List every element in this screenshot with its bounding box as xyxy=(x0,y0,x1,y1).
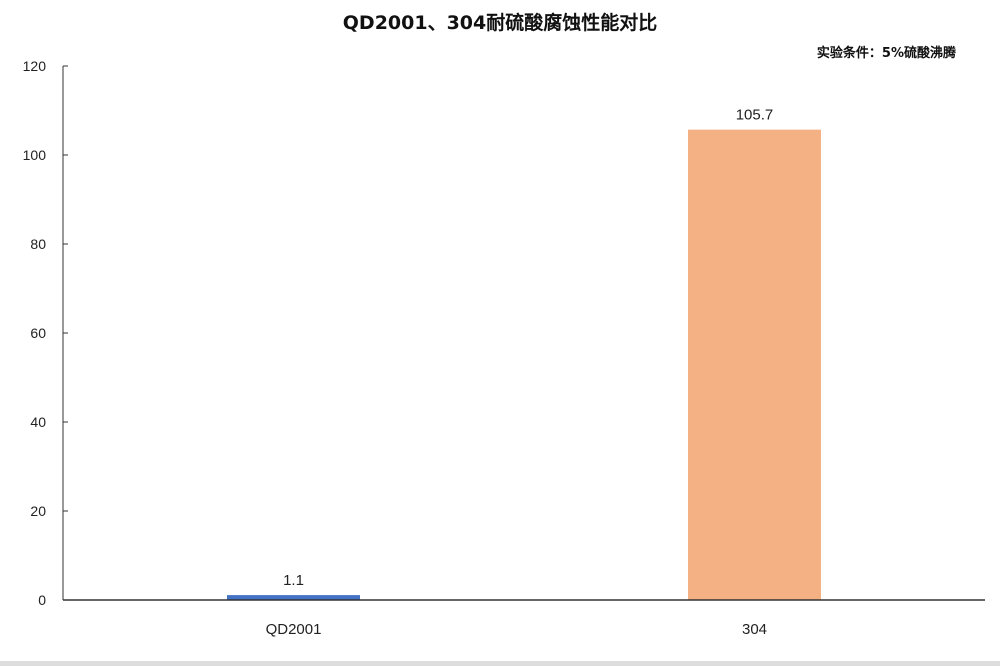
y-tick-label: 80 xyxy=(30,236,46,252)
x-tick-label: QD2001 xyxy=(266,621,322,638)
y-tick-label: 120 xyxy=(23,58,47,74)
y-tick-label: 0 xyxy=(38,592,46,608)
data-label: 105.7 xyxy=(736,107,774,124)
bar-304 xyxy=(688,129,821,600)
bottom-divider xyxy=(0,661,1000,666)
data-label: 1.1 xyxy=(283,572,304,589)
y-tick-label: 60 xyxy=(30,325,46,341)
y-tick-label: 20 xyxy=(30,503,46,519)
experiment-condition-note: 实验条件：5%硫酸沸腾 xyxy=(816,46,956,61)
chart-title: QD2001、304耐硫酸腐蚀性能对比 xyxy=(342,12,658,34)
y-tick-label: 40 xyxy=(30,414,46,430)
y-tick-label: 100 xyxy=(23,147,47,163)
bar-qd2001 xyxy=(227,595,360,600)
x-tick-label: 304 xyxy=(742,621,767,638)
